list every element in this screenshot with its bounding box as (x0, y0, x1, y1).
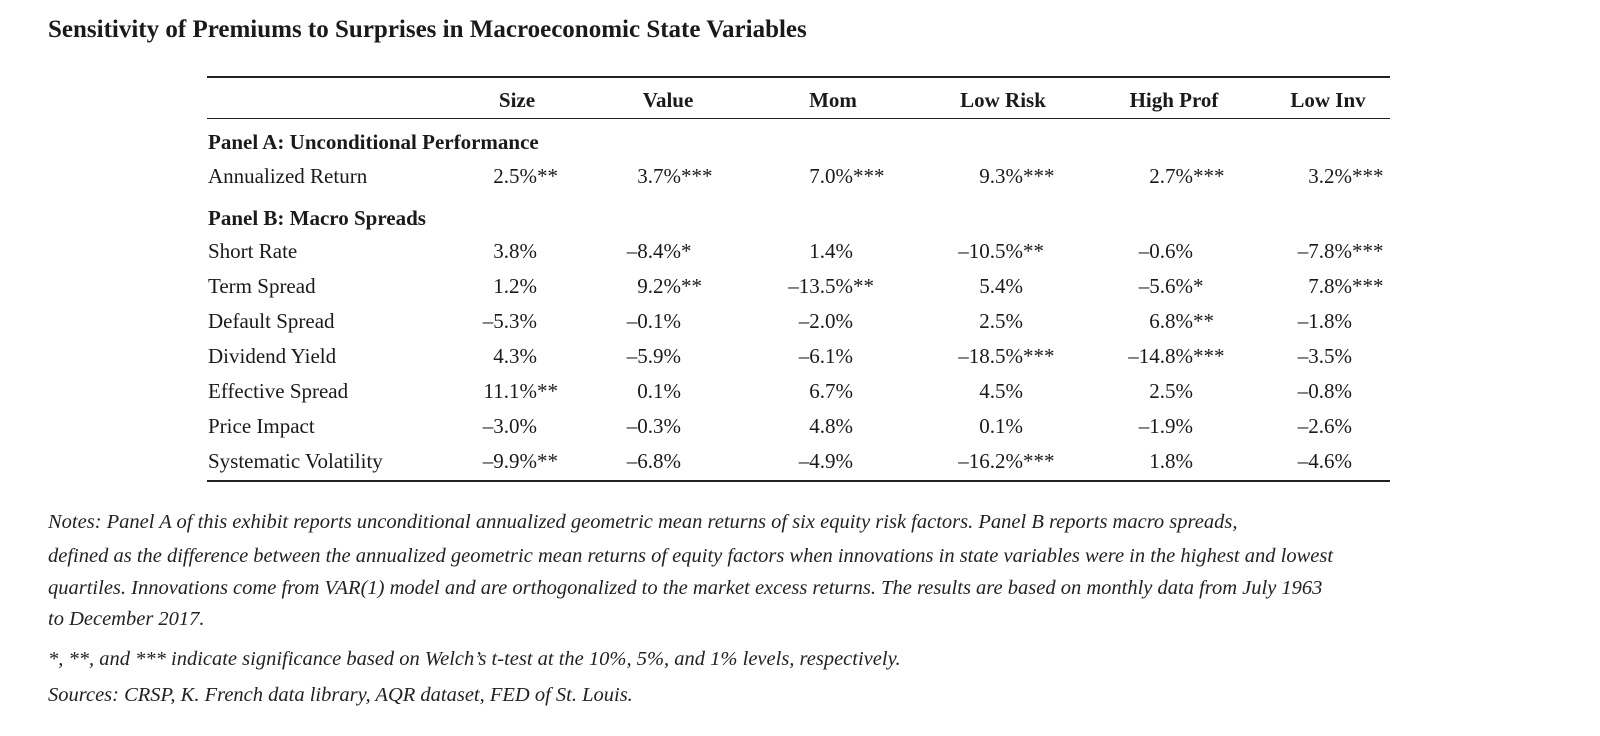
row-label: Default Spread (208, 309, 335, 333)
table-cell: 9.2%** (637, 274, 702, 298)
table-cell: –2.6% (1297, 414, 1352, 438)
table-cell: –1.9% (1138, 414, 1193, 438)
table-cell: –4.6% (1297, 449, 1352, 473)
table-cell: –7.8%*** (1297, 239, 1384, 263)
table-cell: 1.8% (1149, 449, 1193, 473)
table-cell: 4.3% (493, 344, 537, 368)
table-cell: 2.5% (1149, 379, 1193, 403)
column-header: Size (498, 88, 536, 112)
table-bottom-rule (207, 480, 1390, 482)
table-cell: 2.7%*** (1149, 164, 1225, 188)
table-cell: –14.8%*** (1128, 344, 1225, 368)
column-header: Low Risk (960, 88, 1046, 112)
column-header: Low Inv (1290, 88, 1366, 112)
panel-a-heading: Panel A: Unconditional Performance (208, 130, 539, 154)
notes-line: quartiles. Innovations come from VAR(1) … (48, 577, 1323, 599)
table-cell: –0.1% (626, 309, 681, 333)
table-cell: –3.5% (1297, 344, 1352, 368)
table-cell: 2.5%** (493, 164, 558, 188)
table-cell: 7.0%*** (809, 164, 885, 188)
table-cell: 11.1%** (483, 379, 558, 403)
panel-b-heading: Panel B: Macro Spreads (208, 206, 426, 230)
notes-line: Notes: Panel A of this exhibit reports u… (48, 511, 1238, 533)
header-rule (207, 118, 1390, 119)
exhibit-title: Sensitivity of Premiums to Surprises in … (48, 16, 807, 43)
table-cell: –0.6% (1138, 239, 1193, 263)
table-cell: –0.3% (626, 414, 681, 438)
table-cell: –6.1% (798, 344, 853, 368)
table-cell: –18.5%*** (958, 344, 1055, 368)
column-header: Value (642, 88, 694, 112)
table-cell: –16.2%*** (958, 449, 1055, 473)
table-cell: 3.7%*** (637, 164, 713, 188)
table-cell: –4.9% (798, 449, 853, 473)
row-label: Effective Spread (208, 379, 349, 403)
notes-line: to December 2017. (48, 608, 205, 630)
table-cell: –6.8% (626, 449, 681, 473)
table-cell: 1.2% (493, 274, 537, 298)
row-label: Short Rate (208, 239, 298, 263)
table-cell: 4.8% (809, 414, 853, 438)
row-label: Dividend Yield (208, 344, 337, 368)
table-cell: –5.6%* (1138, 274, 1204, 298)
row-label: Systematic Volatility (208, 449, 383, 473)
sources-note: Sources: CRSP, K. French data library, A… (48, 684, 633, 706)
notes-line: defined as the difference between the an… (48, 545, 1334, 567)
table-cell: –10.5%** (958, 239, 1044, 263)
table-cell: 1.4% (809, 239, 853, 263)
table-cell: –2.0% (798, 309, 853, 333)
table-cell: –3.0% (482, 414, 537, 438)
table-cell: 4.5% (979, 379, 1023, 403)
table-cell: –1.8% (1297, 309, 1352, 333)
table-cell: –5.9% (626, 344, 681, 368)
table-top-rule (207, 76, 1390, 78)
significance-note: *, **, and *** indicate significance bas… (48, 648, 901, 670)
table-cell: 9.3%*** (979, 164, 1055, 188)
table-cell: 0.1% (979, 414, 1023, 438)
table-cell: 2.5% (979, 309, 1023, 333)
table-cell: –13.5%** (788, 274, 874, 298)
table-cell: 3.2%*** (1308, 164, 1384, 188)
table-cell: 6.8%** (1149, 309, 1214, 333)
table-cell: 5.4% (979, 274, 1023, 298)
row-label: Term Spread (208, 274, 316, 298)
row-label: Price Impact (208, 414, 315, 438)
column-header: Mom (809, 88, 857, 112)
column-header: High Prof (1129, 88, 1219, 112)
table-cell: 0.1% (637, 379, 681, 403)
table-cell: 6.7% (809, 379, 853, 403)
table-cell: –8.4%* (626, 239, 692, 263)
table-cell: –0.8% (1297, 379, 1352, 403)
table-cell: 7.8%*** (1308, 274, 1384, 298)
table-cell: –9.9%** (482, 449, 558, 473)
row-label: Annualized Return (208, 164, 368, 188)
table-cell: –5.3% (482, 309, 537, 333)
table-cell: 3.8% (493, 239, 537, 263)
